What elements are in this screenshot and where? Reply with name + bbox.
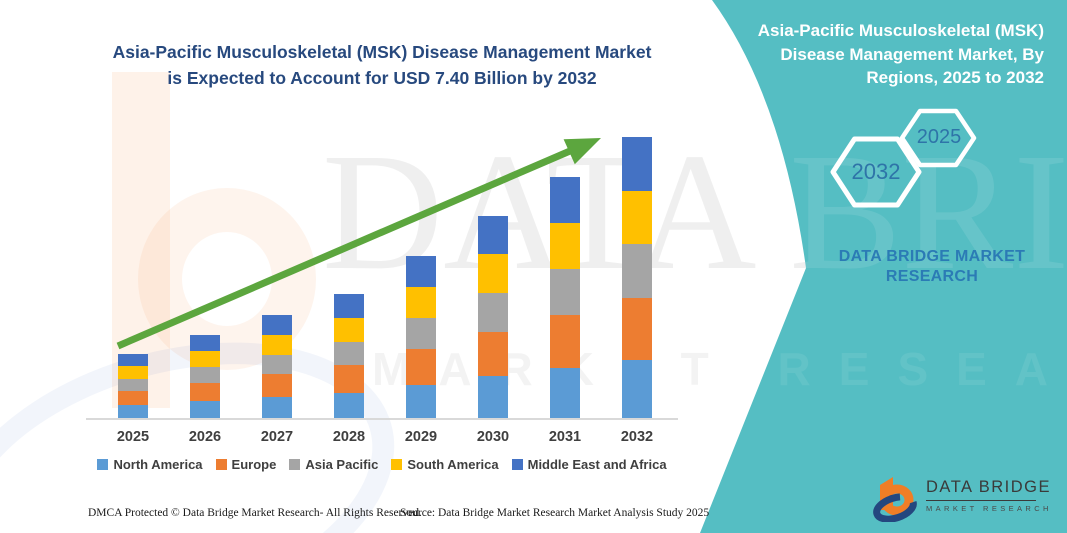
main-title: Asia-Pacific Musculoskeletal (MSK) Disea…	[92, 39, 672, 91]
legend-swatch	[391, 459, 403, 470]
x-axis-line	[86, 418, 678, 420]
logo-divider	[926, 500, 1036, 501]
hexagon-2032-label: 2032	[851, 159, 901, 184]
right-heading-line2: Disease Management Market, By	[780, 44, 1044, 64]
legend-swatch	[97, 459, 109, 470]
right-panel-heading: Asia-Pacific Musculoskeletal (MSK) Disea…	[704, 19, 1044, 90]
legend-item: Europe	[215, 457, 277, 472]
hexagon-badges	[830, 108, 977, 208]
dbmr-logo-icon	[873, 477, 917, 522]
dbmr-logo-text: DATA BRIDGE MARKET RESEARCH	[926, 472, 1052, 513]
brand-text-line1: DATA BRIDGE MARKET	[838, 248, 1026, 265]
legend-label: Asia Pacific	[305, 457, 379, 472]
main-title-line2: is Expected to Account for USD 7.40 Bill…	[167, 68, 597, 88]
footer-copyright: DMCA Protected © Data Bridge Market Rese…	[88, 507, 422, 519]
legend-swatch	[289, 459, 301, 470]
legend-item: South America	[391, 457, 499, 472]
dbmr-logo: DATA BRIDGE MARKET RESEARCH	[872, 472, 1052, 522]
footer-source: Source: Data Bridge Market Research Mark…	[400, 507, 710, 519]
main-title-line1: Asia-Pacific Musculoskeletal (MSK) Disea…	[112, 42, 652, 62]
right-heading-line1: Asia-Pacific Musculoskeletal (MSK)	[757, 21, 1044, 40]
legend-swatch	[511, 459, 523, 470]
logo-subtitle: MARKET RESEARCH	[926, 504, 1052, 513]
chart-legend: North America Europe Asia Pacific South Ame…	[86, 457, 678, 472]
legend-label: North America	[113, 457, 203, 472]
legend-item: North America	[97, 457, 203, 472]
legend-item: Asia Pacific	[289, 457, 378, 472]
legend-swatch	[215, 459, 227, 470]
legend-label: Middle East and Africa	[527, 457, 667, 472]
hexagon-2025	[899, 108, 977, 168]
legend-label: South America	[407, 457, 499, 472]
brand-text-line2: RESEARCH	[885, 267, 979, 285]
logo-title: DATA BRIDGE	[926, 478, 1051, 496]
legend-label: Europe	[231, 457, 277, 472]
legend-item: Middle East and Africa	[511, 457, 667, 472]
right-heading-line3: Regions, 2025 to 2032	[866, 68, 1044, 87]
brand-text: DATA BRIDGE MARKET RESEARCH	[807, 247, 1057, 286]
hexagon-2032	[830, 136, 922, 208]
hexagon-2025-label: 2025	[916, 126, 962, 148]
